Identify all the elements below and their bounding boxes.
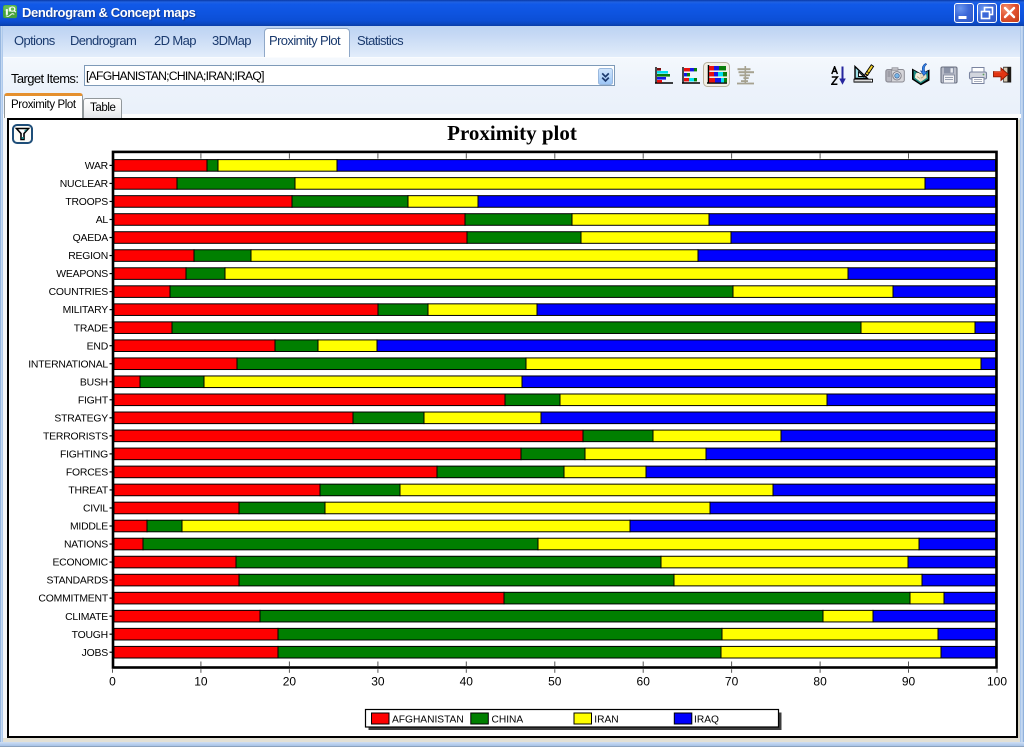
svg-text:FORCES: FORCES xyxy=(66,468,108,479)
svg-text:10: 10 xyxy=(194,675,208,689)
svg-text:IRAQ: IRAQ xyxy=(694,715,719,726)
svg-text:90: 90 xyxy=(902,675,916,689)
svg-text:END: END xyxy=(87,341,108,352)
svg-text:THREAT: THREAT xyxy=(68,486,108,497)
svg-text:TOUGH: TOUGH xyxy=(72,630,108,641)
svg-text:QAEDA: QAEDA xyxy=(73,233,109,244)
svg-text:FIGHT: FIGHT xyxy=(78,395,109,406)
svg-text:AFGHANISTAN: AFGHANISTAN xyxy=(392,715,464,726)
svg-text:0: 0 xyxy=(109,675,116,689)
svg-text:30: 30 xyxy=(371,675,385,689)
svg-text:70: 70 xyxy=(725,675,739,689)
svg-text:50: 50 xyxy=(548,675,562,689)
svg-text:COMMITMENT: COMMITMENT xyxy=(38,594,108,605)
svg-text:INTERNATIONAL: INTERNATIONAL xyxy=(28,359,108,370)
svg-text:MILITARY: MILITARY xyxy=(63,305,109,316)
svg-text:REGION: REGION xyxy=(68,251,108,262)
svg-text:NUCLEAR: NUCLEAR xyxy=(60,179,109,190)
svg-text:TERRORISTS: TERRORISTS xyxy=(43,431,108,442)
svg-text:WEAPONS: WEAPONS xyxy=(56,269,108,280)
svg-text:AL: AL xyxy=(96,215,109,226)
svg-text:FIGHTING: FIGHTING xyxy=(60,449,108,460)
svg-text:80: 80 xyxy=(813,675,827,689)
svg-text:MIDDLE: MIDDLE xyxy=(70,522,108,533)
svg-text:CLIMATE: CLIMATE xyxy=(65,612,108,623)
svg-text:TRADE: TRADE xyxy=(74,323,108,334)
svg-text:STANDARDS: STANDARDS xyxy=(46,576,108,587)
svg-text:TROOPS: TROOPS xyxy=(65,197,108,208)
svg-text:COUNTRIES: COUNTRIES xyxy=(49,287,109,298)
svg-text:Proximity plot: Proximity plot xyxy=(447,121,577,145)
svg-text:WAR: WAR xyxy=(85,161,109,172)
svg-text:60: 60 xyxy=(637,675,651,689)
svg-text:100: 100 xyxy=(987,675,1007,689)
svg-text:IRAN: IRAN xyxy=(594,715,618,726)
svg-text:STRATEGY: STRATEGY xyxy=(54,413,108,424)
svg-text:BUSH: BUSH xyxy=(80,377,108,388)
svg-text:ECONOMIC: ECONOMIC xyxy=(52,558,108,569)
svg-text:CHINA: CHINA xyxy=(492,715,524,726)
svg-text:20: 20 xyxy=(283,675,297,689)
svg-text:JOBS: JOBS xyxy=(82,648,109,659)
svg-text:40: 40 xyxy=(460,675,474,689)
svg-text:CIVIL: CIVIL xyxy=(83,504,108,515)
svg-text:NATIONS: NATIONS xyxy=(64,540,108,551)
